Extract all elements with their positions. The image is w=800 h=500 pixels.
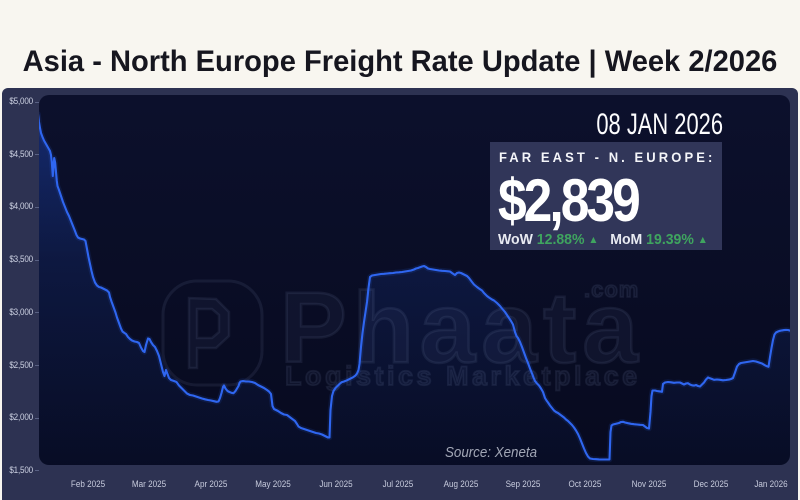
svg-text:Logistics Marketplace: Logistics Marketplace: [285, 361, 641, 391]
svg-text:.com: .com: [584, 277, 639, 302]
svg-text:Phaata: Phaata: [280, 272, 644, 384]
